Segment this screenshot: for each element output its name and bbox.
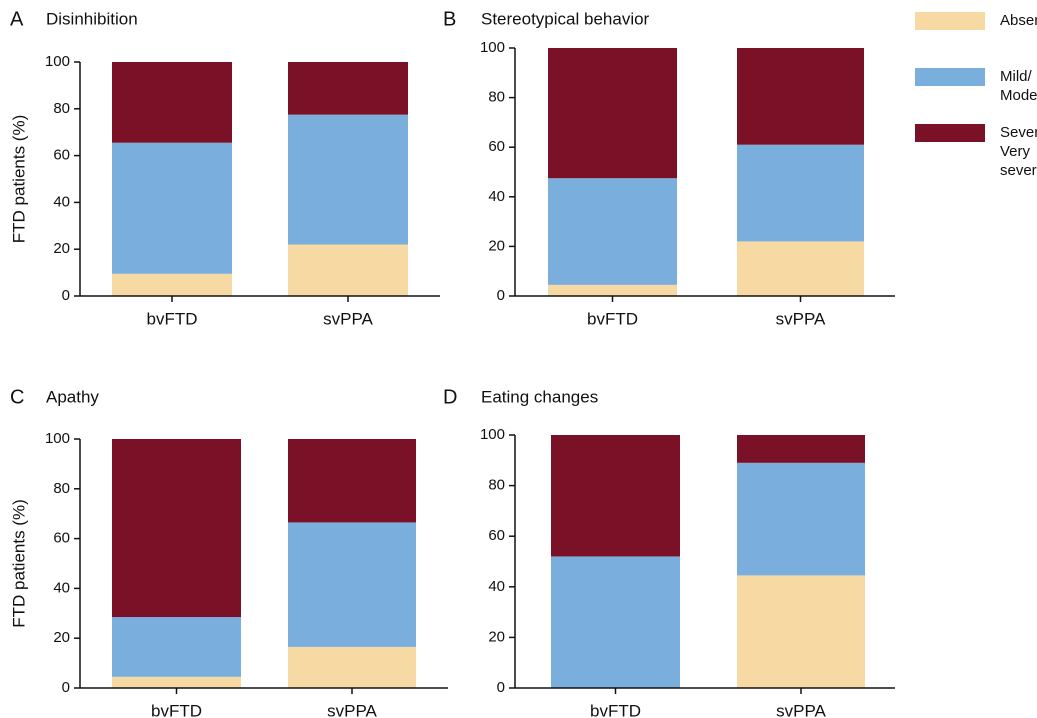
panel-letter: C <box>10 386 24 408</box>
y-tick-label: 100 <box>480 426 505 443</box>
panel-title: Eating changes <box>481 387 598 406</box>
y-tick-label: 0 <box>62 287 70 304</box>
x-tick-label: bvFTD <box>587 309 638 328</box>
y-tick-label: 40 <box>488 578 505 595</box>
y-tick-label: 80 <box>53 480 70 497</box>
x-tick-label: bvFTD <box>147 309 198 328</box>
y-tick-label: 60 <box>488 138 505 155</box>
bar-segment <box>737 575 865 688</box>
bar-segment <box>737 462 865 576</box>
y-tick-label: 100 <box>480 39 505 56</box>
y-tick-label: 60 <box>488 527 505 544</box>
bar-segment <box>112 676 241 688</box>
bar-segment <box>548 48 677 179</box>
legend-label: Absent <box>1000 12 1037 29</box>
y-axis-label: FTD patients (%) <box>9 499 28 627</box>
bar-segment <box>551 435 680 557</box>
bar-segment <box>288 646 416 688</box>
bar-segment <box>288 62 408 115</box>
y-tick-label: 40 <box>53 193 70 210</box>
y-tick-label: 80 <box>53 100 70 117</box>
y-tick-label: 20 <box>488 237 505 254</box>
x-tick-label: svPPA <box>776 309 826 328</box>
legend-swatch <box>915 124 985 142</box>
panel-title: Apathy <box>46 387 99 406</box>
bar-segment <box>737 144 864 242</box>
y-tick-label: 60 <box>53 530 70 547</box>
x-tick-label: bvFTD <box>590 701 641 718</box>
y-tick-label: 40 <box>488 188 505 205</box>
bar-segment <box>737 241 864 296</box>
y-tick-label: 40 <box>53 579 70 596</box>
bar-segment <box>112 617 241 677</box>
y-tick-label: 0 <box>497 287 505 304</box>
y-tick-label: 0 <box>497 679 505 696</box>
legend-swatch <box>915 68 985 86</box>
panel-title: Stereotypical behavior <box>481 9 650 28</box>
bar-segment <box>548 284 677 296</box>
bar-segment <box>288 439 416 523</box>
legend-label: Severe/ Very severe <box>1000 124 1037 179</box>
y-tick-label: 80 <box>488 89 505 106</box>
bar-segment <box>737 435 865 463</box>
bar-segment <box>288 114 408 245</box>
bar-segment <box>288 244 408 296</box>
x-tick-label: svPPA <box>776 701 826 718</box>
bar-segment <box>288 522 416 647</box>
panel-letter: D <box>443 386 457 408</box>
bar-segment <box>112 273 232 296</box>
legend-swatch <box>915 12 985 30</box>
y-tick-label: 20 <box>488 628 505 645</box>
x-tick-label: bvFTD <box>151 701 202 718</box>
panel-letter: A <box>10 8 24 30</box>
y-tick-label: 100 <box>45 53 70 70</box>
bar-segment <box>548 178 677 285</box>
y-axis-label: FTD patients (%) <box>9 115 28 243</box>
x-tick-label: svPPA <box>323 309 373 328</box>
panel-letter: B <box>443 8 456 30</box>
bar-segment <box>112 439 241 618</box>
legend-label: Mild/ Moderate <box>1000 68 1037 104</box>
y-tick-label: 20 <box>53 629 70 646</box>
bar-segment <box>112 142 232 274</box>
y-tick-label: 60 <box>53 147 70 164</box>
y-tick-label: 20 <box>53 240 70 257</box>
y-tick-label: 100 <box>45 430 70 447</box>
panel-title: Disinhibition <box>46 9 138 28</box>
bar-segment <box>551 556 680 688</box>
y-tick-label: 80 <box>488 477 505 494</box>
y-tick-label: 0 <box>62 679 70 696</box>
bar-segment <box>737 48 864 145</box>
bar-segment <box>112 62 232 143</box>
x-tick-label: svPPA <box>327 701 377 718</box>
